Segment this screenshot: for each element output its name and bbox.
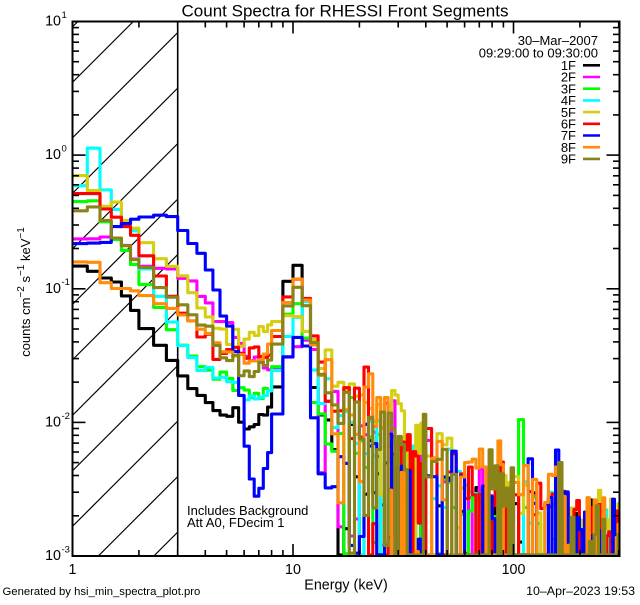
svg-text:2F: 2F — [561, 70, 576, 85]
svg-text:6F: 6F — [561, 117, 576, 132]
svg-text:1: 1 — [62, 10, 67, 21]
svg-text:-2: -2 — [62, 411, 70, 422]
svg-text:Count Spectra for RHESSI Front: Count Spectra for RHESSI Front Segments — [182, 2, 509, 21]
svg-text:counts cm−2 s−1 keV−1: counts cm−2 s−1 keV−1 — [16, 227, 33, 357]
svg-text:10: 10 — [285, 562, 301, 578]
svg-text:4F: 4F — [561, 93, 576, 108]
svg-text:3F: 3F — [561, 81, 576, 96]
svg-text:Generated by hsi_min_spectra_p: Generated by hsi_min_spectra_plot.pro — [3, 586, 201, 598]
svg-text:10–Apr–2023 19:53: 10–Apr–2023 19:53 — [526, 584, 635, 598]
svg-text:30–Mar–2007: 30–Mar–2007 — [518, 33, 598, 48]
svg-text:Includes Background: Includes Background — [187, 503, 308, 518]
svg-text:10: 10 — [45, 14, 61, 30]
svg-text:-1: -1 — [62, 277, 70, 288]
svg-text:5F: 5F — [561, 105, 576, 120]
svg-text:Att A0, FDecim 1: Att A0, FDecim 1 — [187, 515, 285, 530]
svg-text:8F: 8F — [561, 140, 576, 155]
svg-text:10: 10 — [45, 414, 61, 430]
svg-text:10: 10 — [45, 281, 61, 297]
svg-text:09:29:00 to 09:30:00: 09:29:00 to 09:30:00 — [479, 46, 598, 61]
svg-text:1F: 1F — [561, 58, 576, 73]
svg-text:1: 1 — [69, 562, 77, 578]
svg-text:10: 10 — [45, 147, 61, 163]
svg-text:100: 100 — [502, 562, 526, 578]
svg-text:9F: 9F — [561, 152, 576, 167]
svg-text:7F: 7F — [561, 128, 576, 143]
svg-text:Energy (keV): Energy (keV) — [304, 578, 387, 594]
svg-text:0: 0 — [62, 144, 67, 155]
svg-text:10: 10 — [45, 548, 61, 564]
svg-text:-3: -3 — [62, 545, 70, 556]
